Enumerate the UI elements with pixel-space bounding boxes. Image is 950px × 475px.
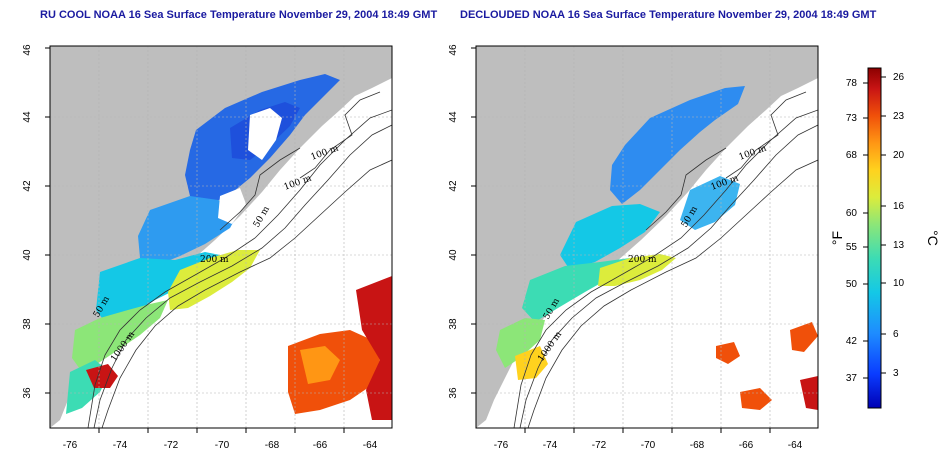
right-grid	[476, 46, 818, 428]
fahrenheit-tick-label: 37	[846, 373, 858, 384]
left-contour-label-200m: 200 m	[200, 255, 229, 265]
left-lon-label: -68	[265, 440, 280, 451]
right-land	[476, 46, 818, 428]
right-axis-ticks	[471, 47, 771, 433]
right-contour-label-200m: 200 m	[628, 255, 657, 265]
celsius-tick-label: 3	[893, 368, 899, 379]
left-map: 100 m 100 m 50 m 200 m 50 m 1000 m -76 -…	[22, 44, 393, 451]
celsius-tick-label: 20	[893, 150, 905, 161]
left-lat-label: 46	[22, 44, 33, 56]
right-lat-label: 36	[448, 387, 459, 399]
fahrenheit-unit-label: °F	[829, 231, 845, 245]
right-map: 100 m 100 m 50 m 200 m 50 m 1000 m -76 -…	[448, 44, 819, 451]
right-map-frame	[475, 45, 819, 429]
colorbar-celsius-ticks: 26 23 20 16 13 10 6 3	[893, 72, 905, 379]
celsius-tick-label: 6	[893, 329, 899, 340]
celsius-unit-label: °C	[925, 230, 941, 246]
right-bathymetry-contours	[513, 91, 818, 428]
left-lat-labels: 36 38 40 42 44 46	[22, 44, 33, 399]
fahrenheit-tick-label: 78	[846, 78, 858, 89]
right-lat-label: 40	[448, 249, 459, 261]
fahrenheit-tick-label: 60	[846, 208, 858, 219]
left-cloud-patches	[140, 108, 290, 420]
left-lon-label: -74	[113, 440, 128, 451]
right-lat-label: 38	[448, 318, 459, 330]
celsius-tick-label: 16	[893, 201, 905, 212]
fahrenheit-tick-label: 73	[846, 113, 858, 124]
left-lat-label: 38	[22, 318, 33, 330]
right-lat-labels: 36 38 40 42 44 46	[448, 44, 459, 399]
left-grid	[50, 46, 392, 428]
right-lon-label: -76	[494, 440, 509, 451]
left-lat-label: 36	[22, 387, 33, 399]
fahrenheit-tick-label: 68	[846, 150, 858, 161]
left-panel-title: RU COOL NOAA 16 Sea Surface Temperature …	[40, 9, 438, 21]
left-lat-label: 44	[22, 111, 33, 123]
right-lon-label: -68	[690, 440, 705, 451]
celsius-tick-label: 13	[893, 240, 905, 251]
left-lat-label: 40	[22, 249, 33, 261]
celsius-tick-label: 10	[893, 278, 905, 289]
left-axis-ticks	[45, 47, 345, 433]
colorbar: 78 73 68 60 55 50 42 37 26 23 20 16 13 1…	[829, 67, 941, 409]
left-lon-label: -72	[164, 440, 179, 451]
left-lon-label: -76	[63, 440, 78, 451]
right-lon-label: -64	[788, 440, 803, 451]
right-lat-label: 42	[448, 180, 459, 192]
right-lat-label: 46	[448, 44, 459, 56]
left-lon-label: -66	[313, 440, 328, 451]
right-lat-label: 44	[448, 111, 459, 123]
left-lon-label: -64	[363, 440, 378, 451]
left-bathymetry-contours	[87, 91, 392, 428]
fahrenheit-tick-label: 55	[846, 242, 858, 253]
right-lon-label: -72	[592, 440, 607, 451]
celsius-tick-label: 26	[893, 72, 905, 83]
colorbar-gradient	[867, 67, 882, 409]
right-panel-title: DECLOUDED NOAA 16 Sea Surface Temperatur…	[460, 9, 877, 21]
right-lon-label: -74	[543, 440, 558, 451]
right-lon-label: -66	[739, 440, 754, 451]
fahrenheit-tick-label: 50	[846, 279, 858, 290]
fahrenheit-tick-label: 42	[846, 336, 858, 347]
celsius-tick-label: 23	[893, 111, 905, 122]
right-sst-field	[496, 86, 818, 410]
colorbar-tick-marks	[863, 76, 886, 379]
right-lon-labels: -76 -74 -72 -70 -68 -66 -64	[494, 440, 803, 451]
left-lon-labels: -76 -74 -72 -70 -68 -66 -64	[63, 440, 378, 451]
left-land	[50, 46, 392, 428]
left-lat-label: 42	[22, 180, 33, 192]
right-lon-label: -70	[641, 440, 656, 451]
colorbar-fahrenheit-ticks: 78 73 68 60 55 50 42 37	[846, 78, 858, 384]
left-map-frame	[49, 45, 393, 429]
left-lon-label: -70	[215, 440, 230, 451]
